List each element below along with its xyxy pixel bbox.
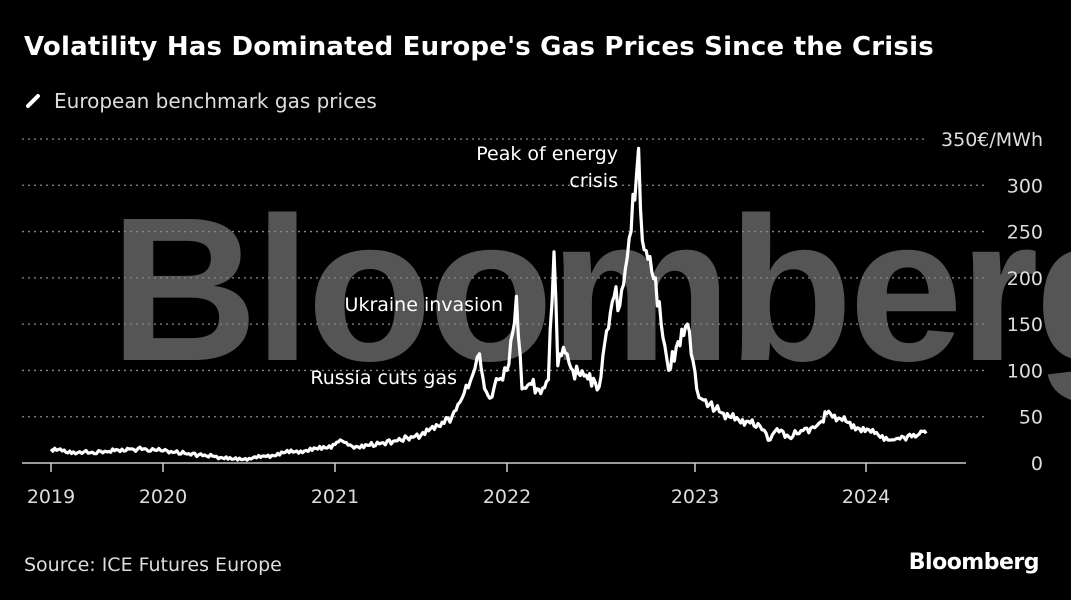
annotation-label: Russia cuts gas [310,367,457,389]
y-tick-label: 350€/MWh [941,129,1043,151]
x-tick-label: 2024 [842,486,890,508]
annotation-label: Ukraine invasion [345,294,503,316]
y-tick-label: 150 [1007,314,1043,336]
x-tick-label: 2022 [483,486,531,508]
source-note: Source: ICE Futures Europe [24,554,282,576]
x-tick-label: 2021 [311,486,359,508]
series-line-european-gas [49,146,928,462]
y-tick-label: 200 [1007,268,1043,290]
y-tick-label: 100 [1007,360,1043,382]
x-tick-label: 2019 [27,486,75,508]
y-tick-label: 300 [1007,175,1043,197]
x-tick-label: 2023 [671,486,719,508]
x-tick-label: 2020 [139,486,187,508]
y-tick-label: 0 [1031,453,1043,475]
watermark: Bloomberg [110,175,1071,404]
annotation-label: crisis [569,170,618,192]
chart-title: Volatility Has Dominated Europe's Gas Pr… [24,32,934,62]
legend-label: European benchmark gas prices [54,89,377,113]
y-tick-label: 50 [1019,407,1043,429]
y-tick-label: 250 [1007,222,1043,244]
legend: European benchmark gas prices [24,89,377,113]
annotation-label: Peak of energy [476,143,618,165]
bloomberg-logo: Bloomberg [908,550,1040,575]
